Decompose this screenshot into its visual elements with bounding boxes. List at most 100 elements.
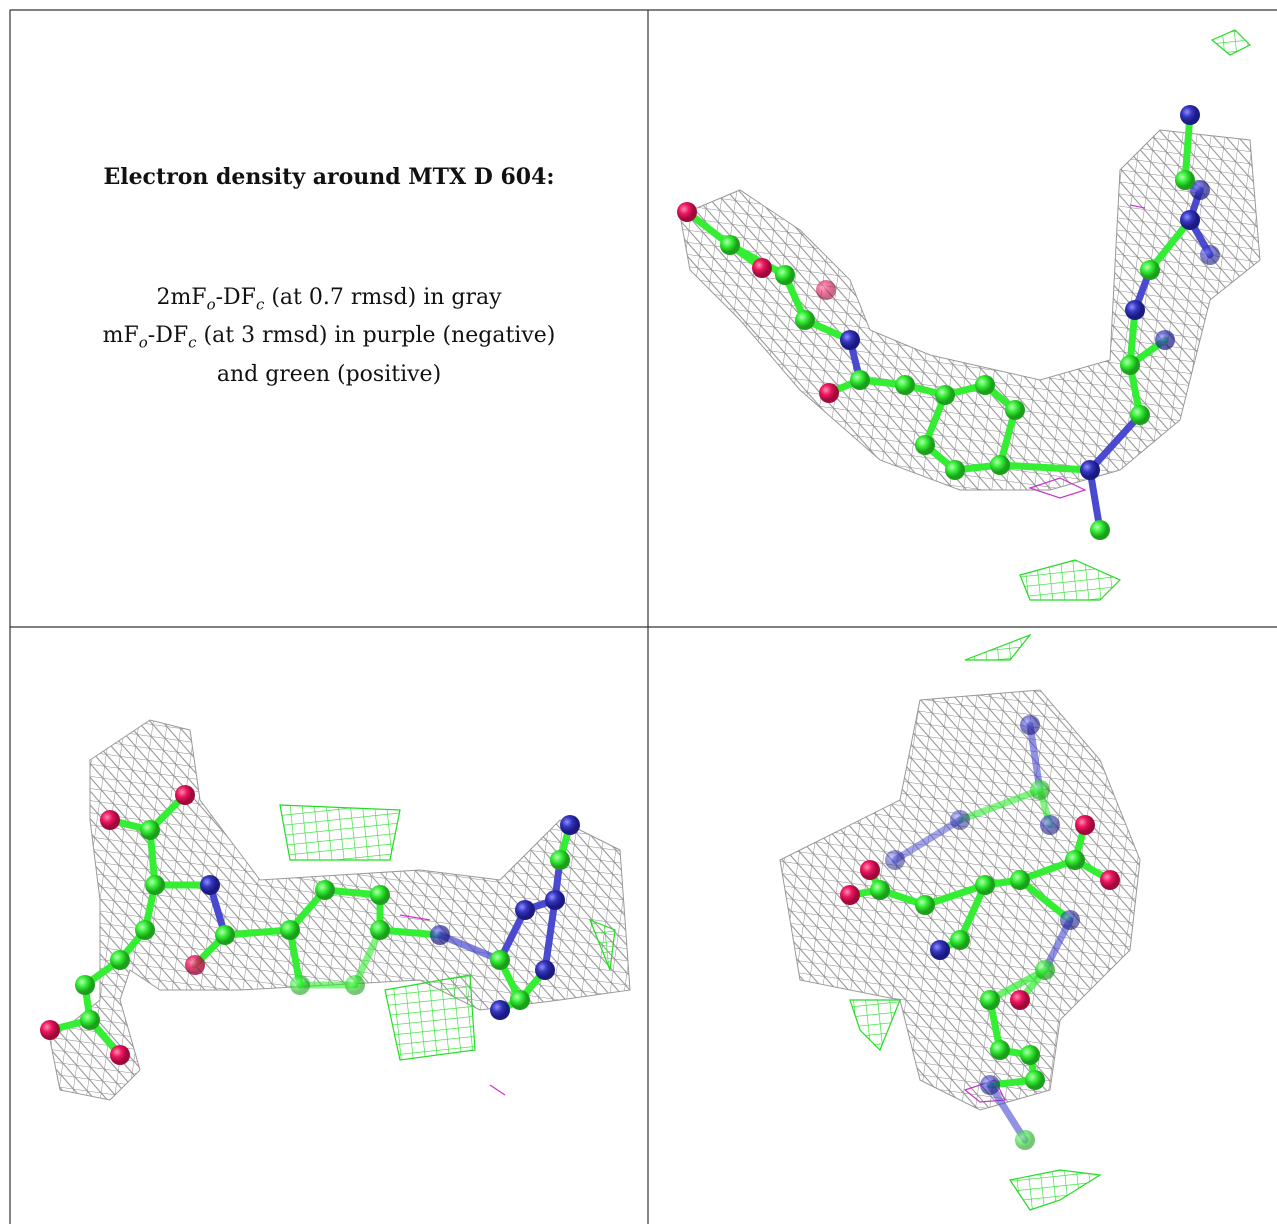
atom	[720, 235, 740, 255]
atom	[990, 1040, 1010, 1060]
atom	[135, 920, 155, 940]
bond	[1000, 465, 1090, 470]
atom	[200, 875, 220, 895]
atom	[370, 885, 390, 905]
atom	[950, 930, 970, 950]
subscript: o	[139, 334, 148, 352]
atom	[980, 990, 1000, 1010]
atom	[1010, 990, 1030, 1010]
legend-text: (at 3 rmsd) in purple (negative)	[197, 323, 556, 348]
atom	[560, 815, 580, 835]
atom	[752, 258, 772, 278]
atom	[1155, 330, 1175, 350]
atom	[975, 875, 995, 895]
atom	[1140, 260, 1160, 280]
atom	[1120, 355, 1140, 375]
molecule-renderings	[40, 30, 1260, 1210]
atom	[1200, 245, 1220, 265]
atom	[1130, 405, 1150, 425]
positive-density	[280, 805, 400, 860]
atom	[100, 810, 120, 830]
title: Electron density around MTX D 604:	[10, 164, 648, 190]
atom	[515, 900, 535, 920]
atom	[1125, 300, 1145, 320]
positive-density	[850, 1000, 900, 1050]
atom	[1060, 910, 1080, 930]
atom	[840, 330, 860, 350]
atom	[775, 265, 795, 285]
negative-density	[490, 1085, 505, 1095]
page: Electron density around MTX D 604: 2mFo-…	[0, 0, 1277, 1224]
atom	[850, 370, 870, 390]
atom	[860, 860, 880, 880]
atom	[990, 455, 1010, 475]
atom	[510, 990, 530, 1010]
positive-density	[1212, 30, 1250, 55]
atom	[840, 885, 860, 905]
atom	[315, 880, 335, 900]
atom	[980, 1075, 1000, 1095]
atom	[550, 850, 570, 870]
density-mesh	[680, 130, 1260, 490]
atom	[290, 975, 310, 995]
atom	[110, 950, 130, 970]
table-borders	[10, 10, 1277, 1224]
atom	[885, 850, 905, 870]
legend-line: mFo-DFc (at 3 rmsd) in purple (negative)	[10, 320, 648, 358]
atom	[1080, 460, 1100, 480]
atom	[895, 375, 915, 395]
atom	[1100, 870, 1120, 890]
positive-density	[1020, 560, 1120, 600]
atom	[915, 895, 935, 915]
atom	[280, 920, 300, 940]
atom	[345, 975, 365, 995]
atom	[545, 890, 565, 910]
atom	[535, 960, 555, 980]
atom	[1175, 170, 1195, 190]
density-mesh	[780, 690, 1140, 1110]
atom	[819, 383, 839, 403]
atom	[950, 810, 970, 830]
atom	[935, 385, 955, 405]
atom	[915, 435, 935, 455]
atom	[930, 940, 950, 960]
subscript: o	[207, 295, 216, 313]
atom	[370, 920, 390, 940]
atom	[1025, 1070, 1045, 1090]
atom	[140, 820, 160, 840]
atom	[145, 875, 165, 895]
atom	[1180, 210, 1200, 230]
positive-density	[1010, 1170, 1100, 1210]
atom	[816, 280, 836, 300]
positive-density	[385, 975, 475, 1060]
atom	[1035, 960, 1055, 980]
atom	[490, 950, 510, 970]
atom	[1020, 1045, 1040, 1065]
density-mesh	[50, 720, 630, 1100]
atom	[430, 925, 450, 945]
atom	[80, 1010, 100, 1030]
atom	[1020, 715, 1040, 735]
atom	[945, 460, 965, 480]
atom	[490, 1000, 510, 1020]
atom	[110, 1045, 130, 1065]
atom	[75, 975, 95, 995]
atom	[975, 375, 995, 395]
legend-text: -DF	[216, 285, 256, 310]
atom	[1065, 850, 1085, 870]
positive-density	[965, 635, 1030, 660]
atom	[1005, 400, 1025, 420]
atom	[1015, 1130, 1035, 1150]
atom	[185, 955, 205, 975]
atom	[870, 880, 890, 900]
atom	[1090, 520, 1110, 540]
atom	[1040, 815, 1060, 835]
legend-line: 2mFo-DFc (at 0.7 rmsd) in gray	[10, 282, 648, 320]
legend-text: mF	[103, 323, 139, 348]
subscript: c	[188, 334, 196, 352]
legend-text: 2mF	[156, 285, 206, 310]
atom	[215, 925, 235, 945]
atom	[795, 310, 815, 330]
legend-text: -DF	[148, 323, 188, 348]
